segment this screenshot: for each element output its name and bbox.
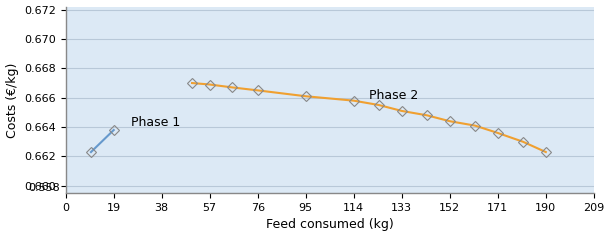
X-axis label: Feed consumed (kg): Feed consumed (kg) [266,219,393,232]
Text: Phase 1: Phase 1 [131,116,181,129]
Text: Phase 2: Phase 2 [369,89,418,102]
Y-axis label: Costs (€/kg): Costs (€/kg) [5,62,18,138]
Text: 0.558: 0.558 [29,183,60,193]
